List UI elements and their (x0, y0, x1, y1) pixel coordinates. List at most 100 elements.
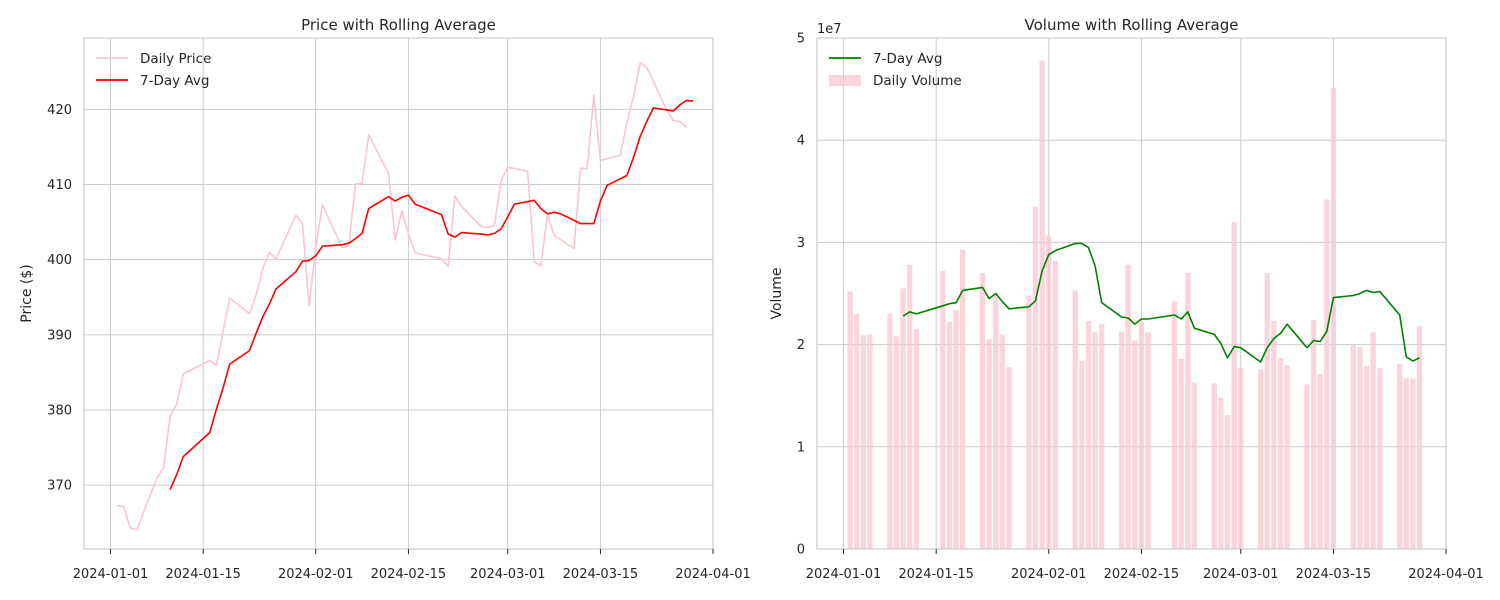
volume-y-tick-label: 4 (797, 134, 805, 149)
volume-y-tick-label: 1 (797, 440, 805, 455)
volume-bar (1032, 206, 1039, 549)
volume-bar (1317, 374, 1323, 549)
volume-bar (1238, 368, 1244, 549)
volume-bar (1377, 368, 1383, 549)
volume-legend-swatch-daily-volume (829, 75, 861, 86)
volume-chart-legend: 7-Day Avg Daily Volume (829, 51, 962, 89)
price-line-7-day-avg (169, 99, 694, 490)
volume-bar (1118, 332, 1125, 549)
price-y-tick-label: 370 (47, 479, 72, 494)
volume-bar (1178, 358, 1184, 549)
volume-bar (1324, 199, 1330, 549)
volume-bar (1271, 321, 1277, 549)
volume-y-tick-label: 2 (797, 338, 805, 353)
volume-bar (999, 334, 1006, 549)
volume-bar (1218, 397, 1224, 549)
volume-bar (1403, 378, 1409, 549)
volume-chart-marks (847, 60, 1423, 549)
volume-bar (847, 291, 853, 549)
volume-x-tick-label: 2024-02-15 (1104, 567, 1180, 582)
volume-bar (946, 322, 953, 549)
volume-bar (1191, 382, 1198, 549)
volume-bar (1363, 366, 1370, 549)
volume-bar (1350, 344, 1356, 549)
price-chart: 2024-01-01 2024-01-15 2024-02-01 2024-02-15… (19, 16, 751, 582)
volume-bar (1079, 360, 1085, 549)
price-y-tick-label: 380 (47, 403, 72, 418)
price-y-tick-label: 390 (47, 328, 72, 343)
price-chart-title: Price with Rolling Average (301, 16, 496, 34)
volume-bar (867, 334, 873, 549)
volume-bar (1125, 264, 1131, 549)
volume-bar (1257, 369, 1264, 549)
volume-bar (1284, 365, 1290, 549)
volume-bar (1185, 273, 1191, 549)
volume-bar (1264, 273, 1270, 549)
volume-bar (1416, 326, 1423, 549)
volume-bar (1304, 384, 1310, 549)
volume-bar (900, 288, 906, 549)
volume-bar (1006, 367, 1012, 549)
volume-y-tick-label: 5 (797, 32, 805, 47)
price-y-tick-label: 400 (47, 253, 72, 268)
volume-bar (893, 336, 900, 549)
volume-bar (1310, 320, 1317, 549)
volume-y-tick-label: 0 (797, 543, 805, 558)
volume-bar (913, 329, 919, 549)
volume-bar (854, 313, 860, 549)
price-x-tick-label: 2024-02-01 (278, 567, 354, 582)
volume-bar (953, 309, 959, 549)
volume-x-tick-label: 2024-01-15 (898, 567, 974, 582)
volume-bar (1370, 332, 1376, 549)
volume-x-tick-label: 2024-01-01 (806, 567, 882, 582)
volume-bar (960, 249, 966, 549)
price-x-tick-label: 2024-03-15 (563, 567, 639, 582)
volume-chart-ticks: 2024-01-01 2024-01-15 2024-02-01 2024-02-15… (797, 32, 1484, 583)
volume-bar (993, 293, 999, 549)
volume-bar (1410, 378, 1416, 549)
volume-bar (1072, 290, 1078, 549)
volume-legend-label-daily-volume: Daily Volume (873, 73, 962, 89)
volume-bar (1145, 332, 1151, 549)
volume-chart-title: Volume with Rolling Average (1025, 16, 1239, 34)
price-chart-marks (116, 61, 694, 531)
volume-x-tick-label: 2024-03-15 (1296, 567, 1372, 582)
price-x-tick-label: 2024-02-15 (371, 567, 447, 582)
price-legend-label-7-day-avg: 7-Day Avg (140, 73, 209, 89)
price-x-tick-label: 2024-04-01 (675, 567, 751, 582)
price-chart-legend: Daily Price 7-Day Avg (96, 51, 211, 89)
volume-bar (887, 313, 893, 549)
price-chart-frame (83, 37, 714, 550)
volume-bar (1085, 321, 1092, 549)
volume-bar (1092, 332, 1098, 549)
volume-chart-frame (816, 37, 1447, 550)
price-line-daily-price (116, 61, 688, 531)
volume-bar (1171, 301, 1178, 549)
price-x-tick-label: 2024-01-01 (73, 567, 149, 582)
volume-bar (1211, 383, 1217, 549)
volume-bar (1052, 260, 1059, 549)
volume-bar (860, 335, 866, 549)
volume-y-tick-label: 3 (797, 236, 805, 251)
volume-bar (1026, 295, 1032, 549)
price-chart-grid (84, 38, 714, 549)
volume-bar (940, 271, 946, 549)
volume-chart: 2024-01-01 2024-01-15 2024-02-01 2024-02-15… (769, 16, 1484, 582)
volume-bar (1138, 322, 1145, 549)
volume-bar (1231, 221, 1237, 549)
volume-bar (1277, 357, 1284, 549)
price-y-tick-label: 420 (47, 103, 72, 118)
volume-x-tick-label: 2024-04-01 (1408, 567, 1484, 582)
volume-bar (1224, 415, 1231, 549)
price-chart-ticks: 2024-01-01 2024-01-15 2024-02-01 2024-02-15… (47, 103, 751, 582)
volume-line-7-day-avg (902, 242, 1420, 363)
price-x-tick-label: 2024-03-01 (470, 567, 546, 582)
price-y-tick-label: 410 (47, 178, 72, 193)
volume-chart-ylabel: Volume (769, 267, 785, 319)
price-legend-label-daily-price: Daily Price (140, 51, 211, 67)
volume-bar (1330, 88, 1337, 549)
price-x-tick-label: 2024-01-15 (165, 567, 241, 582)
volume-bar (1397, 364, 1403, 549)
volume-bar (1357, 346, 1363, 549)
